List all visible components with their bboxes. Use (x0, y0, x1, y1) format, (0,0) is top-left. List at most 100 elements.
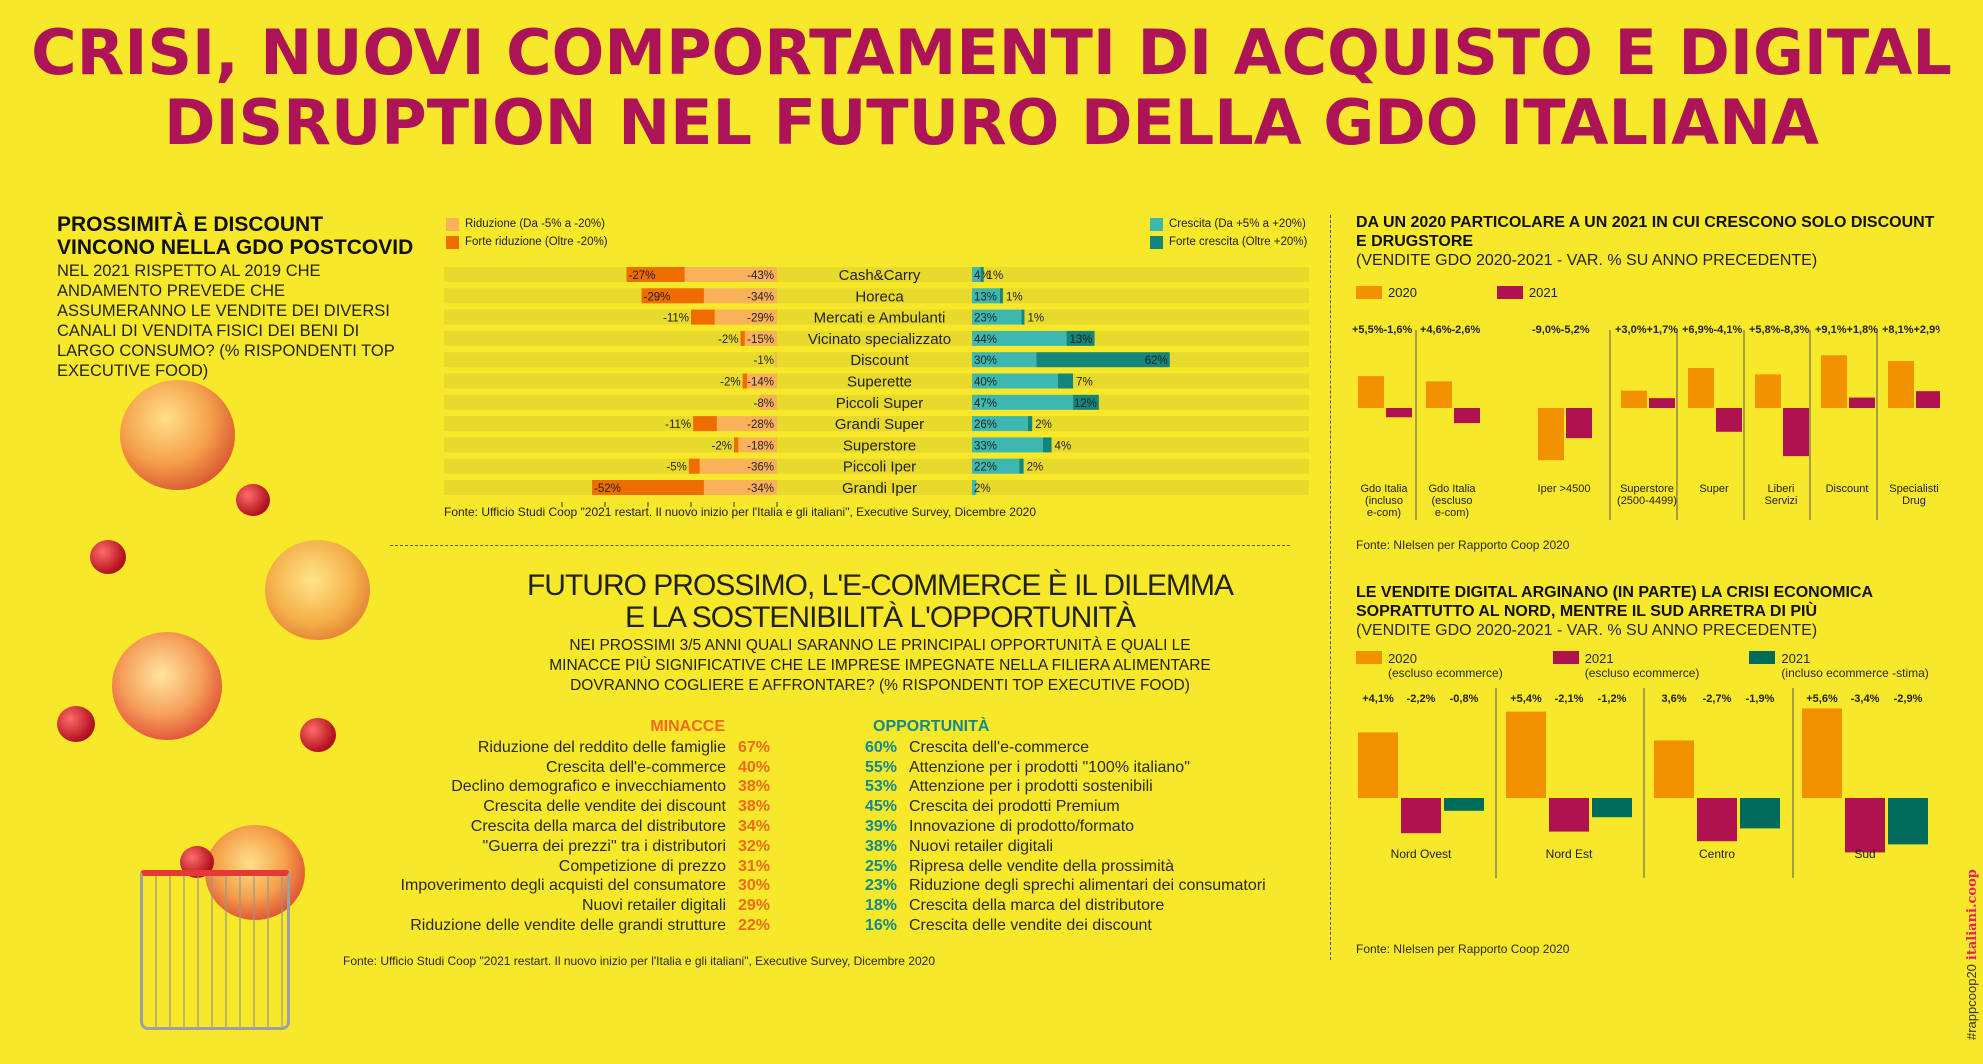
threat-value: 40% (738, 758, 771, 776)
hashtag: #rappcoop20 (1964, 964, 1979, 1040)
opportunity-value: 25% (864, 857, 897, 875)
category-label: Discount (850, 352, 909, 369)
opportunity-value: 23% (864, 877, 897, 895)
bar-2021 (1386, 408, 1412, 418)
section2-subtitle-line3: DOVRANNO COGLIERE E AFFRONTARE? (% RISPO… (570, 677, 1190, 694)
value-label: -2,2% (1407, 693, 1436, 705)
value-growth: 33% (974, 440, 997, 452)
legend-item-reduction: Riduzione (Da -5% a -20%) (446, 215, 608, 233)
value-strong-growth: 1% (987, 270, 1004, 282)
value-reduction: -28% (747, 419, 774, 431)
value-label: +8,1%+2,9% (1882, 324, 1940, 336)
section4-subtitle: (VENDITE GDO 2020-2021 - VAR. % SU ANNO … (1356, 622, 1818, 639)
bar-growth (972, 458, 1020, 474)
value-label: +9,1%+1,8% (1815, 324, 1878, 336)
threat-row: Crescita della marca del distributore 34% (330, 817, 780, 837)
threat-label: Crescita delle vendite dei discount (483, 798, 726, 816)
value-label: -1,2% (1598, 693, 1627, 705)
value-strong-growth: 7% (1076, 377, 1093, 389)
opportunity-row: 60% Crescita dell'e-commerce (855, 738, 1305, 758)
value-label: +5,8%-8,3% (1749, 324, 1809, 336)
bar-2020 (1426, 381, 1452, 408)
footer-tag: #rappcoop20 italiani.coop (1964, 869, 1980, 1040)
value-strong-growth: 1% (1027, 313, 1044, 325)
value-strong-reduction: -2% (720, 377, 740, 389)
row-background (444, 309, 1309, 325)
row-background (444, 458, 1309, 474)
bar-0 (1506, 711, 1546, 798)
site-link[interactable]: italiani.coop (1965, 869, 1980, 961)
bar-strong-reduction (641, 288, 704, 304)
category-label: Centro (1699, 847, 1735, 861)
bar-strong-reduction (693, 416, 717, 432)
category-label: Super (1699, 483, 1729, 495)
opportunity-label: Crescita della marca del distributore (909, 897, 1165, 915)
bar-strong-growth (1042, 437, 1052, 453)
bar-reduction (716, 416, 777, 432)
value-reduction: -1% (754, 355, 774, 367)
threat-row: Riduzione delle vendite delle grandi str… (330, 916, 780, 936)
bar-strong-growth (1019, 458, 1024, 474)
main-title-line1: CRISI, NUOVI COMPORTAMENTI DI ACQUISTO E… (31, 16, 1952, 89)
chart3-legend: 2020 2021 (1356, 283, 1558, 301)
threats-table: MINACCE Riduzione del reddito delle fami… (330, 718, 780, 936)
threat-label: Declino demografico e invecchiamento (451, 778, 726, 796)
opportunities-header: OPPORTUNITÀ (873, 718, 990, 735)
value-growth: 47% (974, 398, 997, 410)
section1-title: PROSSIMITÀ E DISCOUNT VINCONO NELLA GDO … (57, 213, 414, 259)
bar-strong-reduction (740, 330, 745, 346)
bar-reduction (684, 267, 777, 282)
legend-label: 2021 (1528, 284, 1558, 300)
threat-label: Riduzione delle vendite delle grandi str… (410, 917, 726, 935)
bar-strong-growth (1058, 373, 1074, 389)
threat-row: Crescita dell'e-commerce 40% (330, 758, 780, 778)
opportunity-row: 25% Ripresa delle vendite della prossimit… (855, 857, 1305, 877)
bar-2021 (1566, 408, 1592, 439)
value-label: +5,5%-1,6% (1352, 324, 1412, 336)
value-reduction: -29% (747, 313, 774, 325)
bar-2021 (1649, 398, 1675, 408)
bar-strong-reduction (734, 437, 739, 453)
value-label: -3,4% (1851, 693, 1880, 705)
bar-2020 (1538, 408, 1564, 461)
value-label: -2,9% (1894, 693, 1923, 705)
value-strong-reduction: -11% (663, 313, 689, 325)
value-strong-growth: 2% (1027, 462, 1044, 474)
threats-header: MINACCE (650, 718, 725, 735)
value-reduction: -43% (747, 270, 774, 282)
value-strong-reduction: -29% (644, 291, 671, 303)
channel-outlook-chart: Riduzione (Da -5% a -20%) Forte riduzion… (440, 212, 1320, 512)
legend-label: 2020 (1388, 651, 1417, 666)
category-label: Nord Est (1546, 847, 1593, 861)
section2-subtitle-line1: NEI PROSSIMI 3/5 ANNI QUALI SARANNO LE P… (569, 637, 1191, 654)
value-label: -0,8% (1450, 693, 1479, 705)
bar-0 (1654, 740, 1694, 798)
threat-label: Riduzione del reddito delle famiglie (477, 738, 726, 756)
section-divider (390, 545, 1290, 546)
opportunity-label: Attenzione per i prodotti sostenibili (909, 778, 1153, 796)
chart3-source: Fonte: NIelsen per Rapporto Coop 2020 (1356, 538, 1570, 552)
opportunity-value: 45% (864, 798, 897, 816)
category-label: Superette (847, 374, 912, 391)
opportunity-label: Crescita delle vendite dei discount (909, 917, 1152, 935)
threat-label: Nuovi retailer digitali (581, 897, 726, 915)
threat-value: 34% (738, 818, 771, 836)
threat-value: 38% (738, 798, 771, 816)
category-label: Superstore (1620, 483, 1674, 495)
bar-growth (972, 330, 1067, 346)
threat-row: Impoverimento degli acquisti del consuma… (330, 877, 780, 897)
opportunity-label: Riduzione degli sprechi alimentari dei c… (909, 877, 1266, 895)
value-strong-growth: 2% (1035, 419, 1052, 431)
legend-item-strong-reduction: Forte riduzione (Oltre -20%) (446, 233, 608, 251)
opportunity-row: 39% Innovazione di prodotto/formato (855, 817, 1305, 837)
value-growth: 44% (974, 334, 997, 346)
category-label: (2500-4499) (1617, 495, 1677, 507)
category-label: Vicinato specializzato (808, 331, 951, 348)
bar-strong-growth (1036, 352, 1170, 368)
bar-reduction (744, 330, 777, 346)
bar-strong-growth (1027, 416, 1033, 432)
bar-growth (972, 373, 1058, 389)
category-label: Horeca (855, 288, 904, 305)
bar-1 (1697, 798, 1737, 842)
bar-strong-growth (1066, 330, 1095, 346)
